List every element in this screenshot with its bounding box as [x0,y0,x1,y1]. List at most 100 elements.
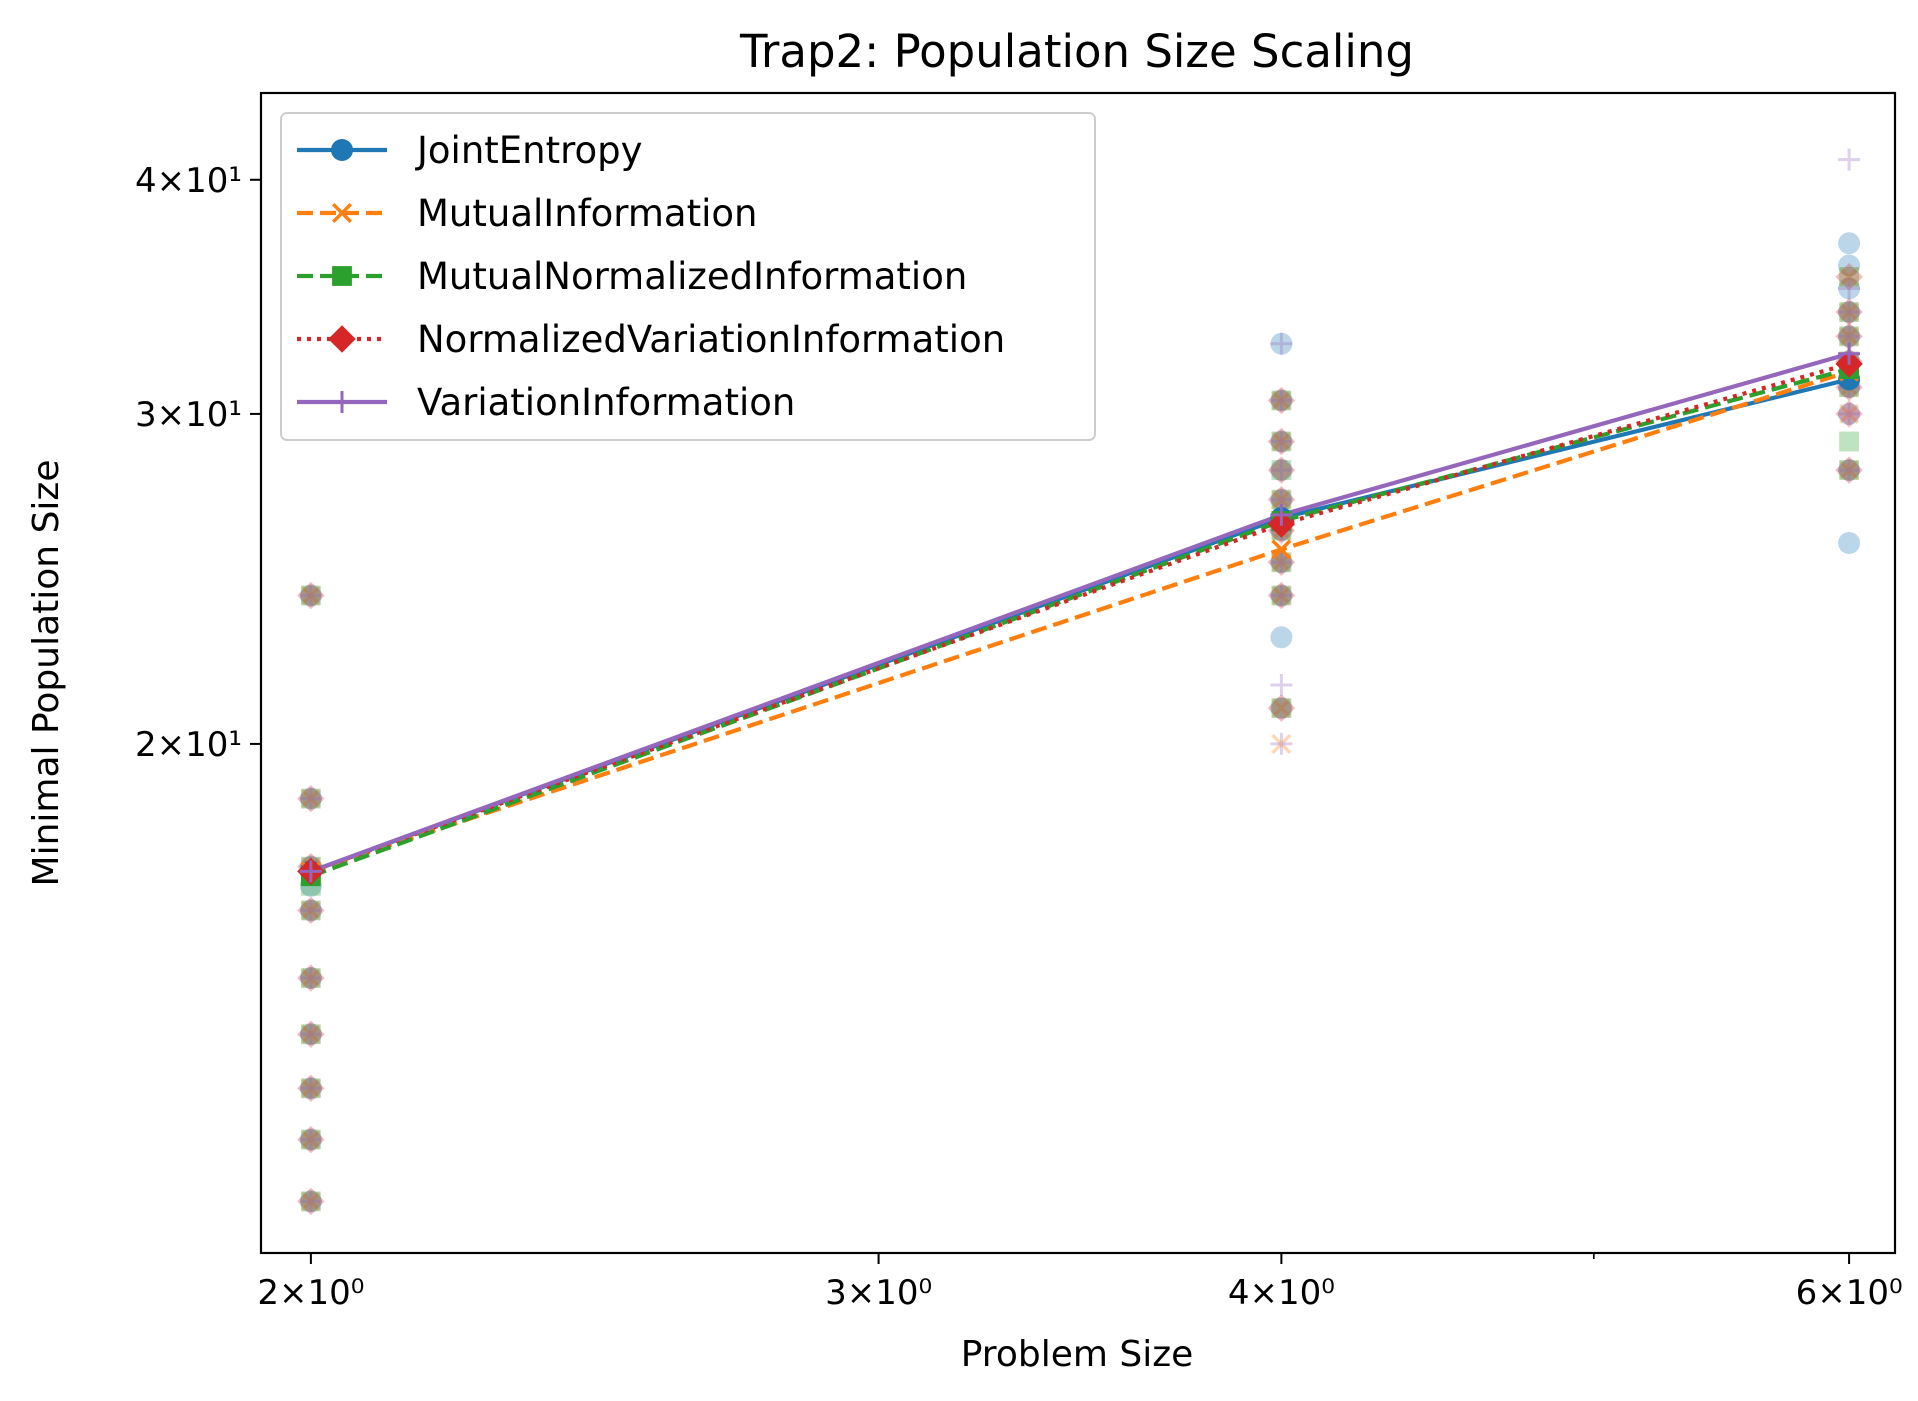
diamond-marker [1835,298,1863,326]
legend-entry: VariationInformation [297,381,795,424]
diamond-marker [297,784,325,813]
square-marker [300,1078,321,1099]
square-marker [1271,460,1292,480]
sample-point [300,1129,321,1150]
sample-point [1835,456,1863,484]
sample-point [1839,460,1860,481]
sample-point [1839,326,1859,347]
y-axis-ticks: 2×10¹ 3×10¹ 4×10¹ [135,161,261,765]
sample-point [300,900,321,921]
sample-point [1267,581,1296,610]
sample-point [300,900,321,921]
sample-point [1271,489,1292,510]
circle-marker [1270,389,1293,412]
sample-point [1835,298,1863,326]
plus-marker [1838,148,1861,171]
circle-marker [1270,430,1293,453]
diamond-marker [1835,456,1863,484]
sample-point [297,964,325,992]
diamond-marker [1267,485,1296,514]
square-marker [332,266,352,286]
plus-marker [299,967,322,990]
square-marker [1271,585,1292,606]
sample-point [299,1190,322,1213]
sample-point [1835,400,1863,428]
square-marker [300,585,321,606]
legend-marker [332,266,352,286]
x-tick-label: 6×10⁰ [1796,1273,1903,1313]
sample-point [1839,460,1859,480]
sample-point [1271,552,1292,573]
plus-marker [1270,551,1293,574]
sample-point [1835,322,1863,351]
legend-marker [331,202,353,224]
x-marker [1271,539,1292,560]
sample-point [299,1128,322,1151]
x-marker [1271,431,1292,452]
sample-point [299,899,322,922]
sample-point [1839,266,1860,287]
data-point [299,860,322,883]
diamond-marker [1835,322,1863,351]
sample-point [297,1074,325,1103]
legend-label: MutualInformation [417,192,757,235]
x-marker [1839,326,1860,347]
sample-point [299,584,322,607]
sample-point [1838,254,1861,277]
square-marker [1271,489,1292,510]
plus-marker [299,899,322,922]
sample-point [1838,402,1861,425]
data-point [1270,503,1293,526]
plus-marker [1270,389,1293,412]
x-marker [1839,266,1860,287]
circle-marker [1838,531,1861,554]
data-point [1271,539,1292,560]
sample-point [1838,531,1861,554]
sample-point [1271,698,1292,719]
plus-marker [299,1190,322,1213]
circle-marker [1838,325,1861,348]
sample-point [1270,732,1293,755]
plus-marker [1270,459,1293,482]
sample-point [1835,263,1863,291]
diamond-marker [297,1020,325,1048]
sample-point [1839,431,1859,452]
sample-point [1270,674,1293,697]
sample-point [1270,584,1293,607]
circle-marker [299,584,322,607]
diamond-marker [297,1187,325,1216]
sample-point [300,788,321,809]
legend-label: VariationInformation [417,381,795,424]
plus-marker [1838,402,1861,425]
sample-point [1271,431,1292,452]
sample-point [1271,460,1292,480]
x-axis-label: Problem Size [961,1334,1194,1375]
sample-point [299,967,322,990]
sample-point [1838,277,1861,300]
sample-point [300,968,321,988]
circle-marker [1270,488,1293,511]
sample-point [300,1078,321,1099]
sample-point [299,1077,322,1100]
sample-point [1267,694,1296,722]
sample-point [297,581,325,610]
diamond-marker [297,964,325,992]
circle-marker [1838,459,1861,482]
square-marker [1271,698,1292,718]
sample-point [299,787,322,810]
diamond-marker [297,1074,325,1103]
sample-point [1270,551,1293,574]
chart-title: Trap2: Population Size Scaling [739,25,1414,78]
x-axis-ticks: 2×10⁰ 3×10⁰ 4×10⁰ 6×10⁰ [257,1253,1903,1313]
circle-marker [1270,332,1293,355]
sample-point [1838,459,1861,482]
sample-point [1270,430,1293,453]
plus-marker [1838,277,1861,300]
square-marker [1839,326,1859,347]
x-marker [1839,460,1860,481]
circle-marker [1838,254,1861,277]
diamond-marker [297,1125,325,1154]
sample-point [300,788,321,809]
x-marker [1271,489,1292,510]
